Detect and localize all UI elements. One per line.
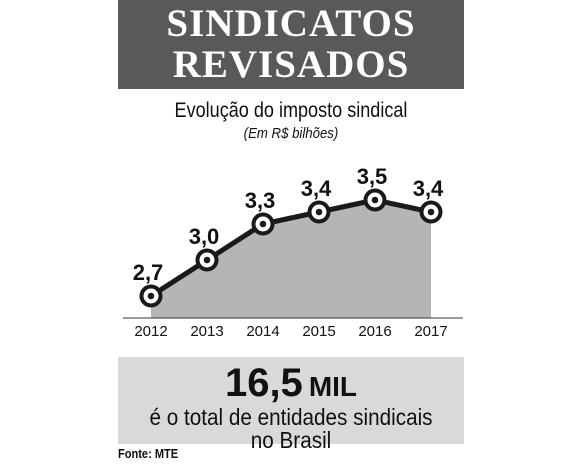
plot-area: 2,7 2012 3,0 2013 3,3 2014 3,4 2015 3,5 2016 3,4 20… [123, 164, 463, 340]
big-stat: 16,5 MIL [118, 363, 464, 403]
headline-line-2: REVISADOS [172, 43, 410, 86]
x-tick-label: 2016 [358, 323, 391, 340]
data-label: 3,5 [357, 164, 388, 189]
stat-unit: MIL [308, 371, 358, 402]
data-label: 2,7 [133, 260, 164, 285]
headline-band: SINDICATOS REVISADOS [118, 0, 464, 89]
headline-line-1: SINDICATOS [166, 2, 416, 45]
data-label: 3,0 [189, 224, 220, 249]
data-point-center [259, 220, 267, 228]
chart-title: Evolução do imposto sindical [174, 99, 408, 122]
data-point-center [203, 256, 211, 264]
area-chart: 2,7 2012 3,0 2013 3,3 2014 3,4 2015 3,5 2016 3,4 20… [123, 164, 463, 340]
data-label: 3,4 [413, 176, 444, 201]
area-fill [151, 200, 431, 318]
source-note: Fonte: MTE [118, 446, 179, 461]
data-point-center [147, 292, 155, 300]
stat-description: é o total de entidades sindicais no Bras… [149, 404, 433, 453]
x-tick-label: 2014 [246, 323, 279, 340]
stat-value: 16,5 [224, 361, 303, 405]
x-tick-label: 2017 [414, 323, 447, 340]
chart-subtitle: (Em R$ bilhões) [243, 125, 339, 142]
x-tick-label: 2015 [302, 323, 335, 340]
stat-band: 16,5 MIL é o total de entidades sindicais… [118, 357, 464, 452]
data-point-center [315, 208, 323, 216]
data-point-center [371, 196, 379, 204]
data-label: 3,4 [301, 176, 332, 201]
data-label: 3,3 [245, 188, 276, 213]
x-tick-label: 2013 [190, 323, 223, 340]
data-point-center [427, 208, 435, 216]
x-tick-label: 2012 [134, 323, 167, 340]
